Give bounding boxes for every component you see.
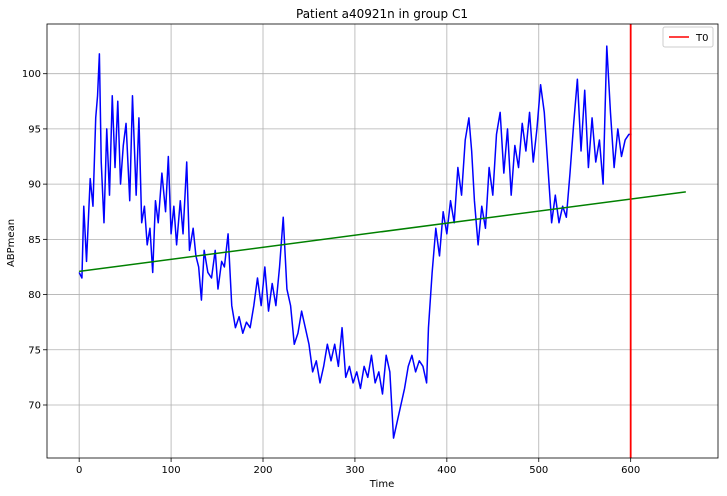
- chart-title: Patient a40921n in group C1: [296, 7, 468, 21]
- y-tick-label: 95: [28, 124, 41, 135]
- x-tick-label: 600: [621, 465, 640, 476]
- x-tick-label: 200: [253, 465, 272, 476]
- plot-frame: [46, 23, 719, 459]
- x-axis-label: Time: [369, 479, 394, 490]
- x-tick-label: 500: [529, 465, 548, 476]
- y-tick-label: 70: [28, 400, 41, 411]
- trend-line: [79, 191, 686, 273]
- y-tick-label: 80: [28, 290, 41, 301]
- y-axis-label: ABPmean: [6, 219, 17, 267]
- y-tick-label: 100: [22, 69, 41, 80]
- y-tick-label: 75: [28, 345, 41, 356]
- legend-label-t0: T0: [695, 33, 708, 44]
- x-tick-label: 100: [162, 465, 181, 476]
- legend: T0: [662, 26, 714, 48]
- x-tick-label: 300: [345, 465, 364, 476]
- y-tick-label: 90: [28, 180, 41, 191]
- series-abpmean-line: [78, 45, 632, 439]
- y-tick-label: 85: [28, 235, 41, 246]
- x-tick-label: 400: [437, 465, 456, 476]
- x-tick-label: 0: [76, 465, 82, 476]
- series-layer: [78, 24, 686, 458]
- ticks: 0 100 200 300 400 500 600 70 75 80 85 90 95 100: [22, 69, 640, 476]
